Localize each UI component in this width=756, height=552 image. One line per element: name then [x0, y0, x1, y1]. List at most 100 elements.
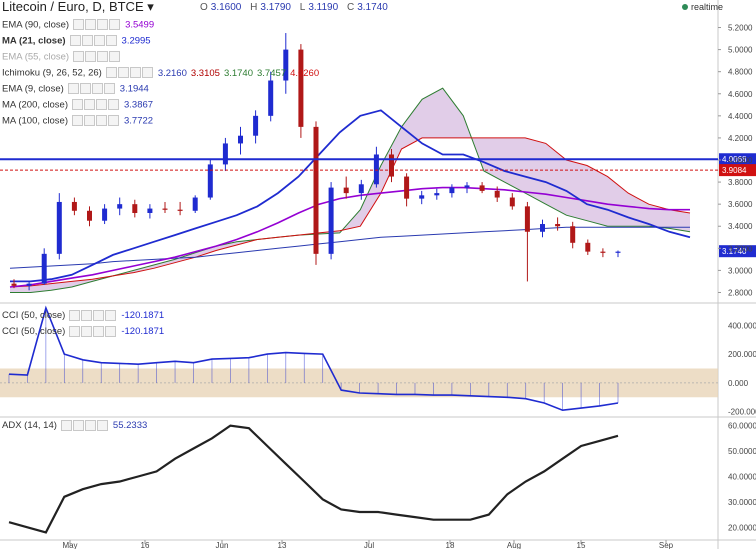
legend-value: 3.5499	[125, 19, 155, 31]
legend-value: 3.1944	[119, 83, 149, 95]
legend-row[interactable]: MA (21, close) 3.2995	[2, 34, 151, 48]
legend-value: 3.7457	[257, 67, 287, 79]
legend-name: EMA (55, close)	[2, 51, 70, 63]
chevron-down-icon[interactable]: ▾	[147, 0, 154, 14]
ma200-line	[9, 226, 690, 269]
eye-icon[interactable]	[105, 66, 117, 78]
price-tick-label: 4.2000	[728, 134, 753, 143]
plus-icon[interactable]	[97, 18, 109, 30]
legend-row[interactable]: MA (200, close) 3.3867	[2, 98, 153, 112]
price-tick-label: 3.8000	[728, 178, 753, 187]
price-tick-label: 5.2000	[728, 24, 753, 33]
candle-body	[464, 185, 470, 188]
eye-icon[interactable]	[69, 34, 81, 46]
close-icon[interactable]	[105, 310, 117, 321]
adx-line	[8, 424, 619, 534]
chart-title[interactable]: Litecoin / Euro, D, BTCE ▾	[2, 0, 154, 15]
eye-icon[interactable]	[60, 420, 72, 431]
legend-value: -120.1871	[121, 326, 165, 338]
plus-icon[interactable]	[91, 82, 103, 94]
legend-value: 55.2333	[112, 420, 148, 432]
adx-tick-label: 50.0000	[728, 447, 756, 456]
gear-icon[interactable]	[81, 34, 93, 46]
plus-icon[interactable]	[129, 66, 141, 78]
ichimoku-span-a	[10, 87, 691, 293]
candle-body	[389, 154, 394, 177]
legend-row[interactable]: EMA (9, close) 3.1944	[2, 82, 149, 96]
adx-legend-row[interactable]: ADX (14, 14) 55.2333	[2, 420, 147, 431]
legend-row[interactable]: MA (100, close) 3.7722	[2, 114, 153, 128]
close-icon[interactable]	[103, 82, 115, 94]
plus-icon[interactable]	[97, 50, 109, 62]
gear-icon[interactable]	[81, 326, 93, 337]
candle-body	[87, 210, 92, 221]
candle-body	[540, 224, 545, 232]
ichimoku-cloud	[10, 88, 690, 293]
eye-icon[interactable]	[69, 310, 81, 321]
close-icon[interactable]	[108, 98, 119, 110]
close-icon[interactable]	[105, 34, 117, 46]
eye-icon[interactable]	[73, 18, 85, 30]
close-icon[interactable]	[108, 114, 119, 126]
gear-icon[interactable]	[79, 82, 91, 94]
eye-icon[interactable]	[69, 326, 81, 337]
gear-icon[interactable]	[81, 310, 93, 321]
plus-icon[interactable]	[84, 420, 96, 431]
legend-controls	[105, 66, 154, 80]
plus-icon[interactable]	[96, 114, 107, 126]
legend-name: EMA (90, close)	[2, 19, 70, 31]
legend-value: 3.3867	[124, 99, 154, 111]
date-tick-label: Aug	[507, 541, 521, 549]
legend-name: CCI (50, close)	[2, 326, 66, 338]
eye-icon[interactable]	[72, 114, 83, 126]
gear-icon[interactable]	[84, 114, 95, 126]
candle-body	[404, 176, 410, 199]
legend-row[interactable]: EMA (90, close) 3.5499	[2, 18, 154, 32]
cci-line	[8, 305, 619, 412]
close-icon[interactable]	[105, 326, 117, 337]
cci-tick-label: 0.000	[728, 379, 749, 388]
candle-body	[434, 193, 440, 196]
legend-controls	[69, 34, 118, 48]
plus-icon[interactable]	[93, 310, 105, 321]
legend-controls	[73, 50, 121, 64]
price-tick-label: 4.4000	[728, 112, 753, 121]
close-icon[interactable]	[141, 66, 153, 78]
price-marker-tag	[719, 245, 756, 258]
candle-body	[449, 187, 455, 194]
close-icon[interactable]	[109, 18, 121, 30]
candle-body	[71, 201, 77, 211]
date-tick-label: 15	[577, 541, 586, 549]
gear-icon[interactable]	[85, 50, 97, 62]
price-marker-label: 3.1740	[722, 247, 747, 256]
close-icon[interactable]	[96, 420, 108, 431]
price-tick-label: 4.0000	[728, 156, 753, 165]
plus-icon[interactable]	[93, 34, 105, 46]
legend-value: 3.2160	[157, 67, 187, 79]
price-tick-label: 5.0000	[728, 46, 753, 55]
gear-icon[interactable]	[85, 18, 97, 30]
gear-icon[interactable]	[117, 66, 129, 78]
legend-row[interactable]: Ichimoku (9, 26, 52, 26) 3.2160 3.3105 3.17…	[2, 66, 323, 80]
gear-icon[interactable]	[72, 420, 84, 431]
symbol-title[interactable]: Litecoin / Euro, D, BTCE	[2, 0, 144, 14]
eye-icon[interactable]	[72, 98, 83, 110]
close-icon[interactable]	[109, 50, 121, 62]
eye-icon[interactable]	[73, 50, 85, 62]
candle-body	[268, 80, 274, 116]
price-tick-label: 3.2000	[728, 244, 753, 253]
cci-legend-row[interactable]: CCI (50, close) -120.1871	[2, 310, 164, 321]
ohlc-open-label: O	[200, 2, 208, 13]
cci-legend-row[interactable]: CCI (50, close) -120.1871	[2, 326, 164, 337]
legend-value: 3.2995	[121, 35, 151, 47]
candle-body	[26, 283, 32, 286]
gear-icon[interactable]	[84, 98, 95, 110]
plus-icon[interactable]	[96, 98, 107, 110]
legend-name: CCI (50, close)	[2, 310, 66, 322]
legend-controls	[69, 310, 117, 321]
legend-row[interactable]: EMA (55, close)	[2, 50, 125, 64]
price-tick-label: 4.6000	[728, 90, 753, 99]
eye-icon[interactable]	[67, 82, 79, 94]
plus-icon[interactable]	[93, 326, 105, 337]
